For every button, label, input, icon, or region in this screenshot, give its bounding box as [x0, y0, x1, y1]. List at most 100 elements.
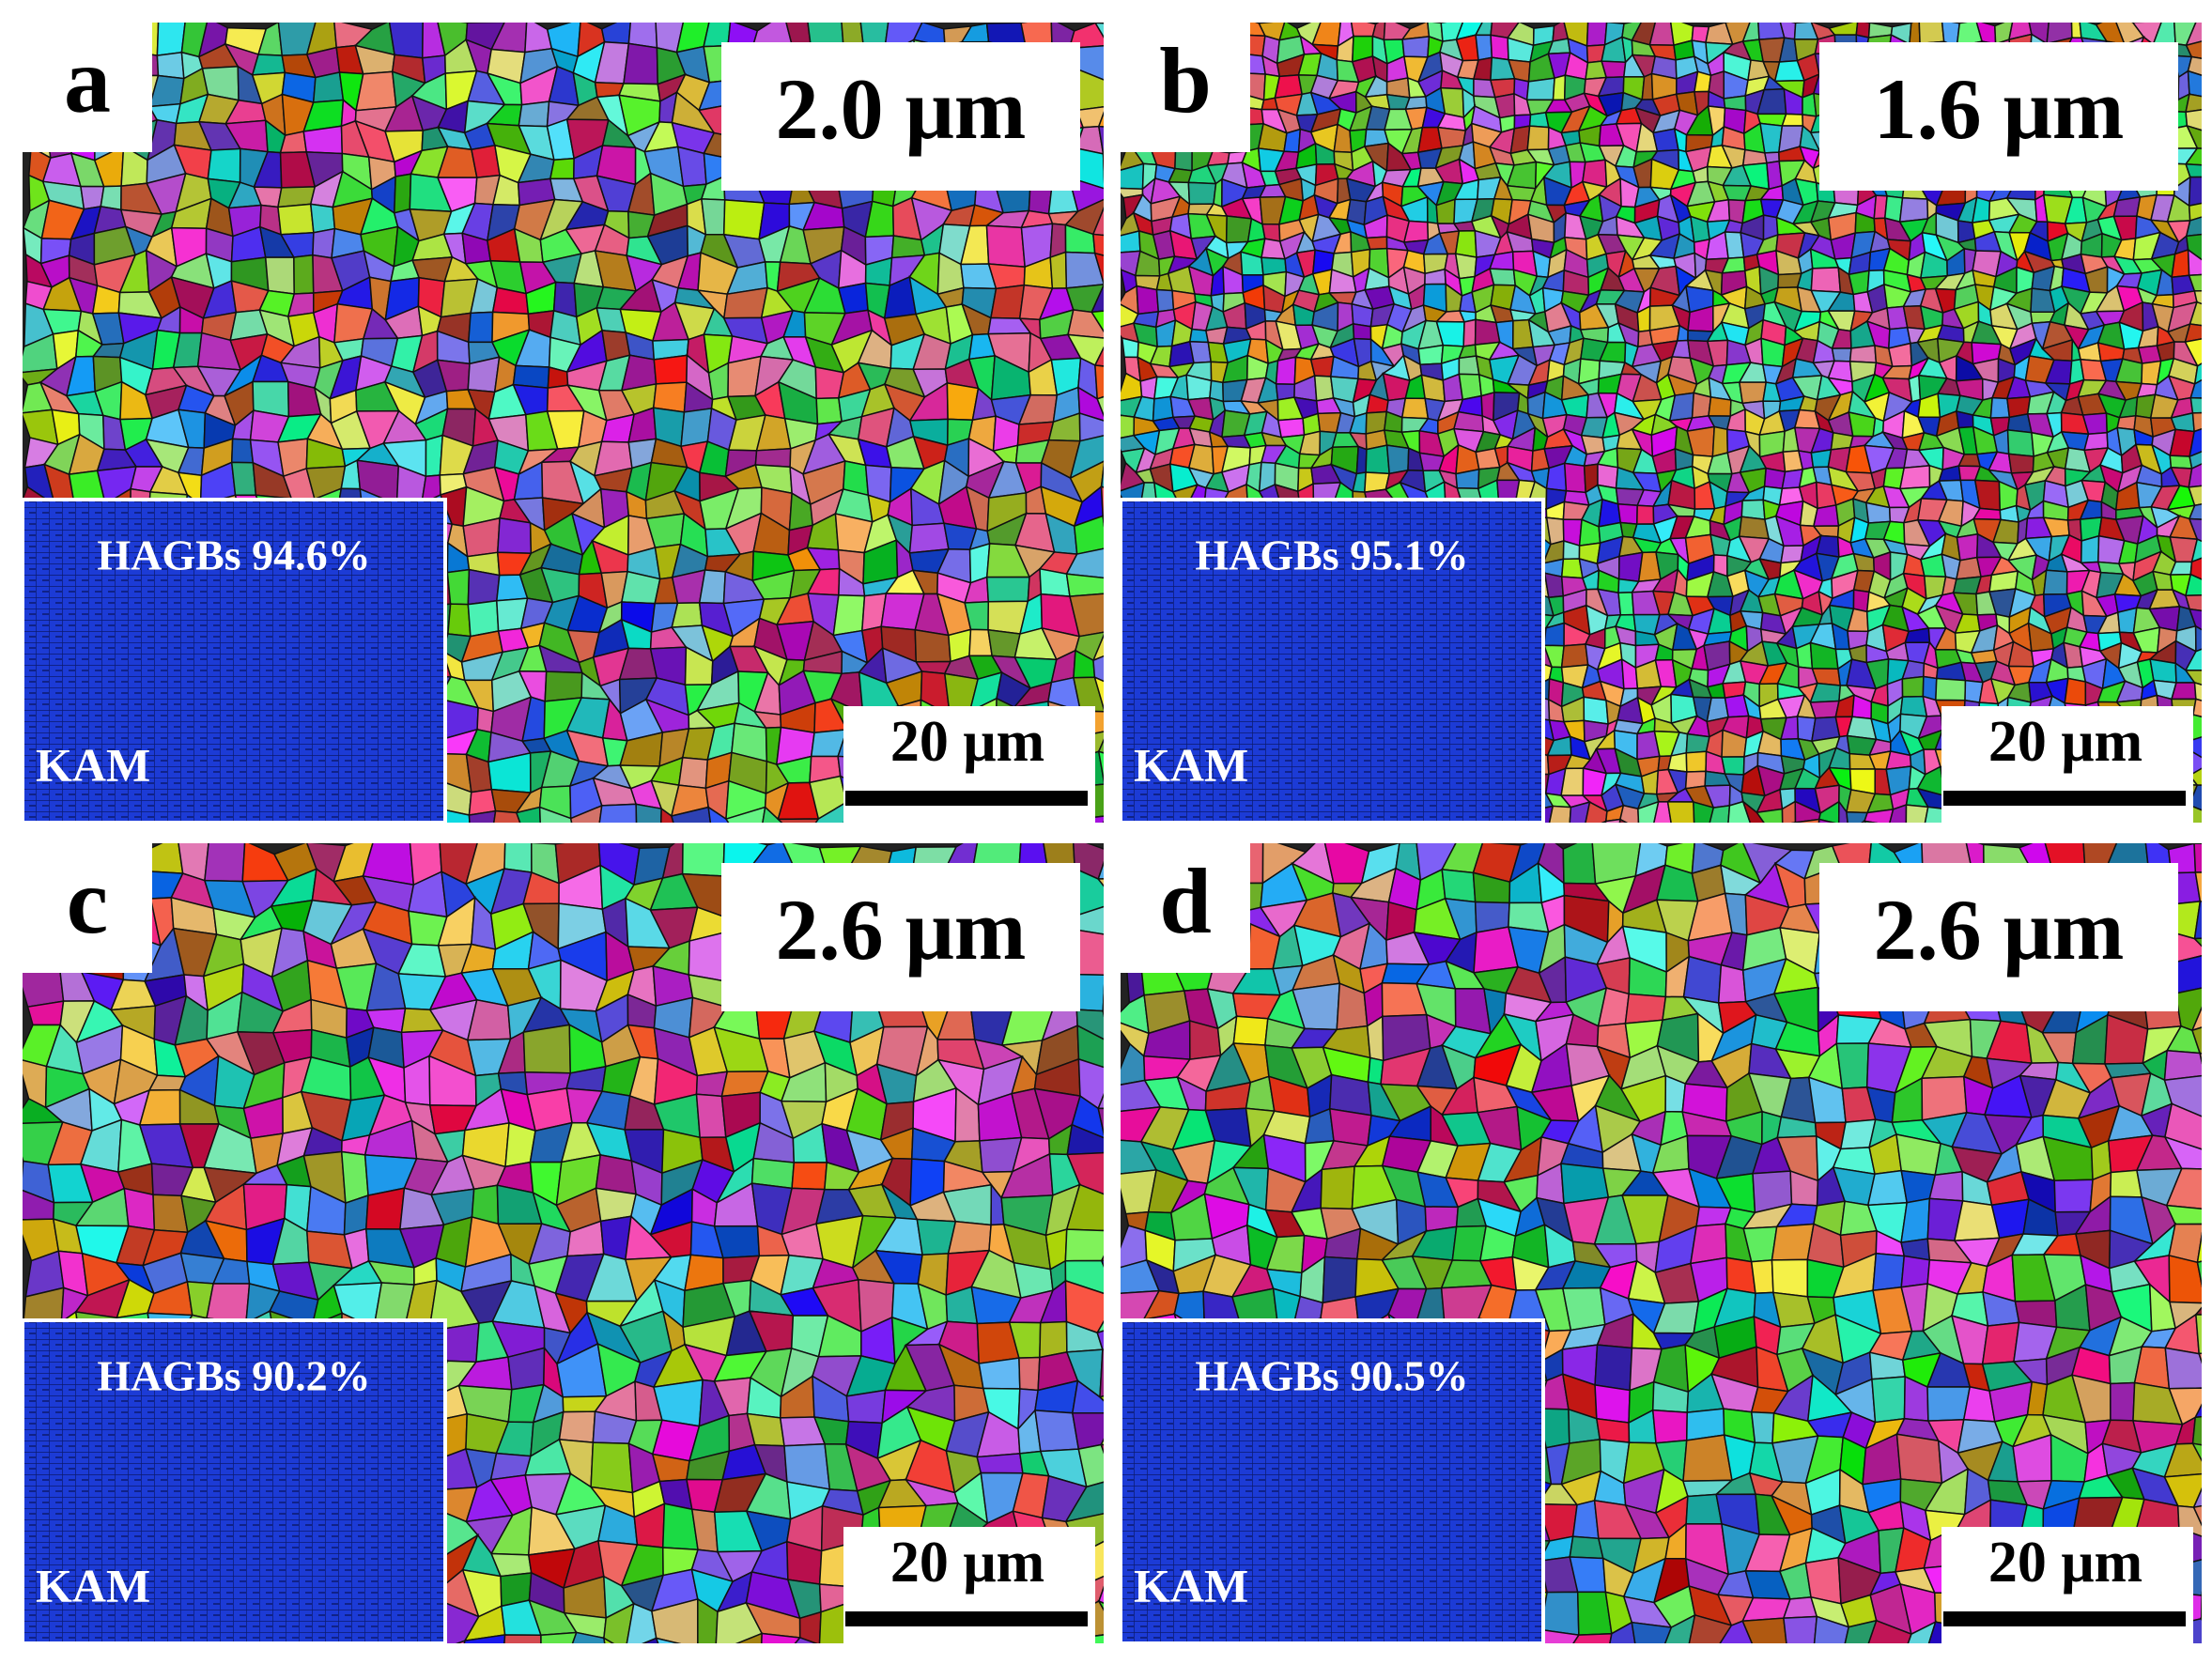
grain: [364, 1187, 406, 1230]
grain: [2188, 503, 2202, 520]
grain: [467, 599, 500, 638]
grain: [2205, 756, 2212, 767]
grain: [595, 1153, 637, 1195]
grain: [832, 593, 866, 637]
grain: [1530, 826, 1553, 840]
grain: [1597, 463, 1619, 489]
grain: [2173, 826, 2195, 842]
grain: [1560, 643, 1589, 669]
grain: [1960, 818, 1978, 823]
grain: [1096, 878, 1104, 887]
grain: [2205, 736, 2212, 760]
grain: [2085, 821, 2090, 823]
grain: [1099, 1348, 1104, 1398]
grain: [1809, 700, 1840, 719]
grain: [623, 42, 659, 85]
grain: [2207, 357, 2212, 381]
grain: [1096, 1330, 1104, 1351]
grain: [1309, 355, 1335, 377]
grain: [2186, 124, 2202, 149]
grain: [264, 256, 295, 295]
grain: [1276, 417, 1306, 439]
grain: [2185, 573, 2202, 597]
grain: [1569, 801, 1591, 823]
grain: [1781, 113, 1804, 127]
scale-bar: [845, 791, 1088, 806]
grain: [754, 448, 792, 469]
grain: [1097, 860, 1104, 880]
grain: [1121, 336, 1139, 359]
grain: [1187, 181, 1217, 206]
grain: [2042, 569, 2068, 595]
grain: [1401, 824, 1428, 838]
grain: [2185, 93, 2202, 114]
grain: [2027, 819, 2037, 823]
grain: [1064, 1259, 1104, 1295]
grain: [2204, 338, 2212, 359]
grain: [1102, 1009, 1104, 1018]
grain: [1366, 236, 1388, 251]
grain: [1738, 381, 1768, 405]
grain: [1837, 799, 1848, 823]
grain: [1121, 230, 1141, 254]
grain: [2204, 445, 2212, 473]
grain: [1091, 283, 1104, 314]
grain: [467, 568, 501, 606]
grain: [2188, 273, 2202, 292]
grain: [845, 1389, 887, 1425]
grain: [1685, 750, 1708, 773]
grain: [2171, 682, 2197, 701]
grain: [1065, 1183, 1104, 1232]
grain: [1586, 23, 1608, 47]
panel-label-box: [1121, 23, 1250, 152]
grain: [701, 198, 726, 236]
grain: [1552, 74, 1567, 101]
grain: [1039, 567, 1071, 597]
grain-map: [23, 843, 1104, 1643]
grain: [1765, 825, 1783, 847]
grain: [1385, 821, 1389, 823]
grain: [670, 806, 712, 823]
grain: [2184, 338, 2202, 367]
grain: [2188, 202, 2202, 222]
scale-bar-label: 20 μm: [1988, 710, 2142, 774]
grain: [1616, 502, 1638, 525]
grain: [1355, 445, 1368, 475]
grain: [1741, 799, 1765, 823]
grain: [2171, 248, 2190, 279]
grain: [722, 199, 766, 240]
grain: [1064, 251, 1104, 289]
grain: [2193, 362, 2202, 386]
grain: [388, 23, 424, 59]
grain: [2203, 254, 2212, 274]
grain: [1382, 822, 1388, 823]
grain: [1619, 804, 1640, 823]
grain: [1454, 253, 1477, 280]
grain: [230, 461, 257, 497]
grain: [2208, 412, 2212, 426]
grain: [1691, 392, 1712, 419]
scale-bar-label: 20 μm: [890, 710, 1044, 774]
grain: [1756, 808, 1784, 823]
grain: [2206, 821, 2212, 846]
grain: [990, 284, 1026, 319]
grain: [1922, 826, 1946, 844]
grain: [1721, 756, 1745, 776]
grain: [2013, 819, 2030, 823]
grain: [2189, 396, 2202, 414]
grain: [1102, 515, 1104, 528]
grain: [2185, 593, 2202, 612]
hagbs-label: HAGBs 95.1%: [1195, 532, 1468, 579]
grain: [627, 23, 658, 49]
grain: [2204, 503, 2212, 526]
grain: [688, 932, 724, 982]
grain: [1097, 125, 1104, 155]
grain: [1100, 1255, 1104, 1262]
grain: [1073, 515, 1104, 555]
grain: [2188, 485, 2202, 507]
grain: [1091, 634, 1104, 662]
grain: [1848, 345, 1878, 364]
grain: [1066, 1151, 1104, 1195]
